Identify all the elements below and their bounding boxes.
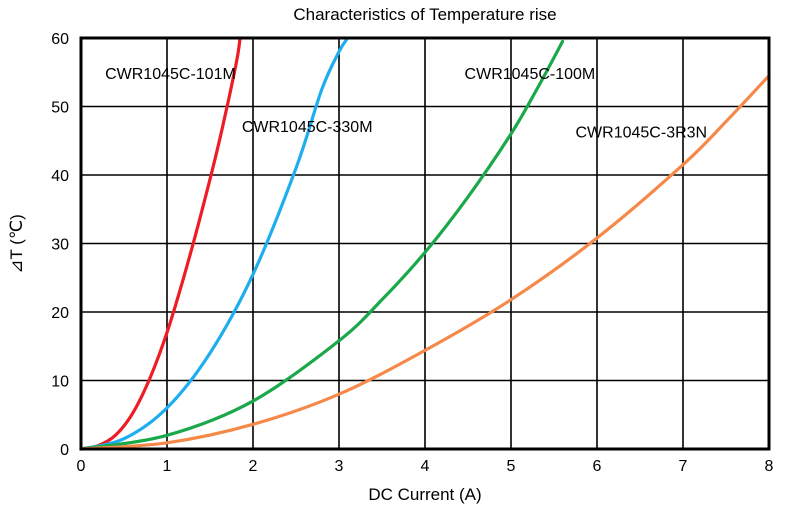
x-tick-labels: 0 1 2 3 4 5 6 7 8: [77, 458, 774, 475]
x-tick-label: 8: [765, 458, 774, 475]
x-tick-label: 0: [77, 458, 86, 475]
x-tick-label: 6: [593, 458, 602, 475]
series-line-2: [79, 39, 565, 451]
series-label-1: CWR1045C-330M: [242, 119, 373, 136]
series-label-2: CWR1045C-100M: [465, 66, 596, 83]
chart-title: Characteristics of Temperature rise: [293, 5, 556, 24]
y-axis-label: ⊿T (℃): [7, 214, 26, 273]
y-tick-label: 0: [60, 442, 69, 459]
x-tick-label: 4: [421, 458, 430, 475]
y-tick-labels: 0 10 20 30 40 50 60: [51, 31, 69, 459]
series-label-3: CWR1045C-3R3N: [576, 124, 708, 141]
x-tick-label: 3: [335, 458, 344, 475]
y-tick-label: 50: [51, 100, 69, 117]
y-tick-label: 30: [51, 237, 69, 254]
series-line-1: [79, 36, 350, 451]
y-tick-label: 10: [51, 374, 69, 391]
series-label-0: CWR1045C-101M: [105, 66, 236, 83]
x-tick-label: 7: [679, 458, 688, 475]
x-axis-label: DC Current (A): [368, 485, 481, 504]
y-tick-label: 40: [51, 168, 69, 185]
series-line-3: [79, 74, 771, 451]
y-tick-label: 60: [51, 31, 69, 48]
series-line-0: [79, 36, 242, 451]
series-labels: CWR1045C-101M CWR1045C-330M CWR1045C-100M C…: [105, 66, 707, 141]
x-tick-label: 5: [507, 458, 516, 475]
series-lines: [79, 36, 771, 451]
y-tick-label: 20: [51, 305, 69, 322]
grid: [81, 38, 769, 449]
x-tick-label: 2: [249, 458, 258, 475]
plot-frame: [79, 36, 771, 451]
x-tick-label: 1: [163, 458, 172, 475]
